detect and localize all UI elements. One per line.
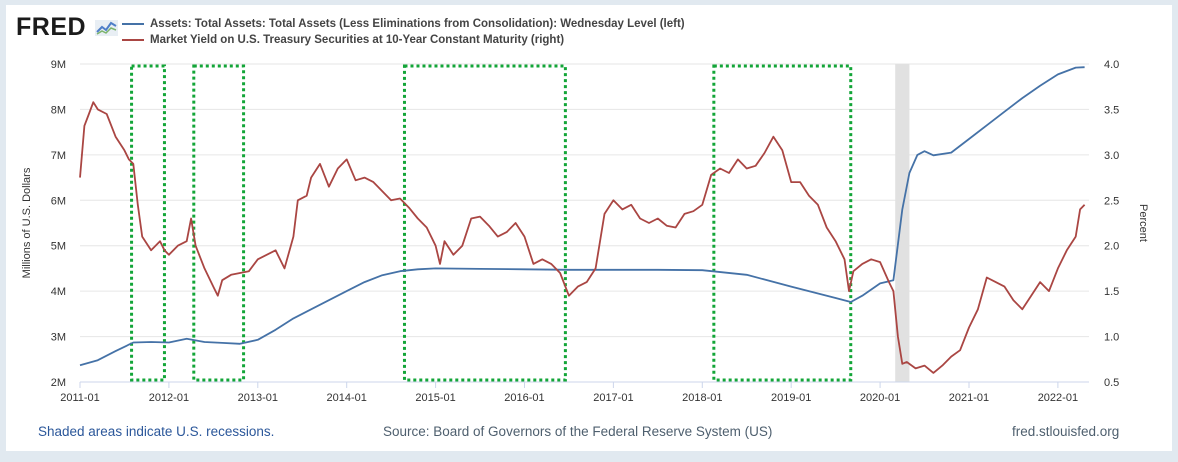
- fred-logo[interactable]: FRED: [16, 13, 120, 42]
- legend-entry-assets[interactable]: Assets: Total Assets: Total Assets (Less…: [122, 16, 685, 32]
- y-right-tick-label: 1.5: [1104, 286, 1119, 298]
- legend-label-assets: Assets: Total Assets: Total Assets (Less…: [150, 18, 685, 30]
- y-left-tick-label: 8M: [51, 104, 66, 116]
- y-left-tick-label: 9M: [51, 59, 66, 71]
- recession-shading: [895, 64, 910, 382]
- chart-axes: 2M 3M 4M 5M 6M 7M 8M 9M 0.5 1.0 1.5 2.0 2.5 3.0 3.5 4.0…: [21, 59, 1149, 404]
- source-note: Source: Board of Governors of the Federa…: [383, 424, 773, 439]
- fred-logo-graph-icon: [94, 20, 118, 37]
- recession-band: [895, 64, 910, 382]
- y-left-tick-label: 2M: [51, 377, 66, 389]
- x-tick-label: 2020-01: [860, 392, 900, 404]
- annotation-boxes: [130, 64, 853, 382]
- x-tick-label: 2018-01: [682, 392, 722, 404]
- x-tick-label: 2013-01: [238, 392, 278, 404]
- y-left-tick-label: 4M: [51, 286, 66, 298]
- y-right-axis-label: Percent: [1137, 204, 1149, 242]
- y-right-tick-label: 3.5: [1104, 104, 1119, 116]
- x-tick-label: 2022-01: [1038, 392, 1078, 404]
- y-left-tick-label: 3M: [51, 332, 66, 344]
- yield-series-line: [79, 101, 1086, 374]
- x-tick-label: 2021-01: [949, 392, 989, 404]
- recession-note[interactable]: Shaded areas indicate U.S. recessions.: [38, 424, 274, 439]
- legend-swatch-yield: [122, 39, 144, 41]
- x-tick-label: 2019-01: [771, 392, 811, 404]
- y-right-tick-label: 4.0: [1104, 59, 1119, 71]
- recession-note-link[interactable]: Shaded areas indicate U.S. recessions.: [38, 424, 275, 439]
- x-tick-label: 2015-01: [415, 392, 455, 404]
- x-tick-label: 2016-01: [504, 392, 544, 404]
- x-tick-label: 2012-01: [149, 392, 189, 404]
- y-right-tick-label: 2.5: [1104, 195, 1119, 207]
- x-tick-label: 2011-01: [60, 392, 100, 404]
- legend-entry-yield[interactable]: Market Yield on U.S. Treasury Securities…: [122, 32, 685, 48]
- y-left-tick-label: 7M: [51, 150, 66, 162]
- legend-swatch-assets: [122, 23, 144, 25]
- legend-label-yield: Market Yield on U.S. Treasury Securities…: [150, 34, 565, 46]
- highlight-box: [130, 64, 166, 382]
- chart-legend: Assets: Total Assets: Total Assets (Less…: [122, 16, 685, 48]
- y-left-tick-label: 6M: [51, 195, 66, 207]
- y-right-tick-label: 3.0: [1104, 150, 1119, 162]
- y-left-axis-label: Millions of U.S. Dollars: [21, 167, 33, 278]
- highlight-box: [402, 64, 567, 382]
- highlight-box: [192, 64, 246, 382]
- chart-grid: [80, 63, 1089, 383]
- y-right-tick-label: 1.0: [1104, 332, 1119, 344]
- highlight-box: [712, 64, 853, 382]
- assets-series-line: [79, 66, 1085, 367]
- y-left-tick-label: 5M: [51, 241, 66, 253]
- x-tick-label: 2017-01: [593, 392, 633, 404]
- site-url[interactable]: fred.stlouisfed.org: [1012, 424, 1120, 439]
- chart-frame: [6, 5, 1172, 451]
- y-right-tick-label: 2.0: [1104, 241, 1119, 253]
- fred-logo-text: FRED: [16, 13, 87, 41]
- x-tick-label: 2014-01: [327, 392, 367, 404]
- series-lines: [79, 66, 1086, 374]
- y-right-tick-label: 0.5: [1104, 377, 1119, 389]
